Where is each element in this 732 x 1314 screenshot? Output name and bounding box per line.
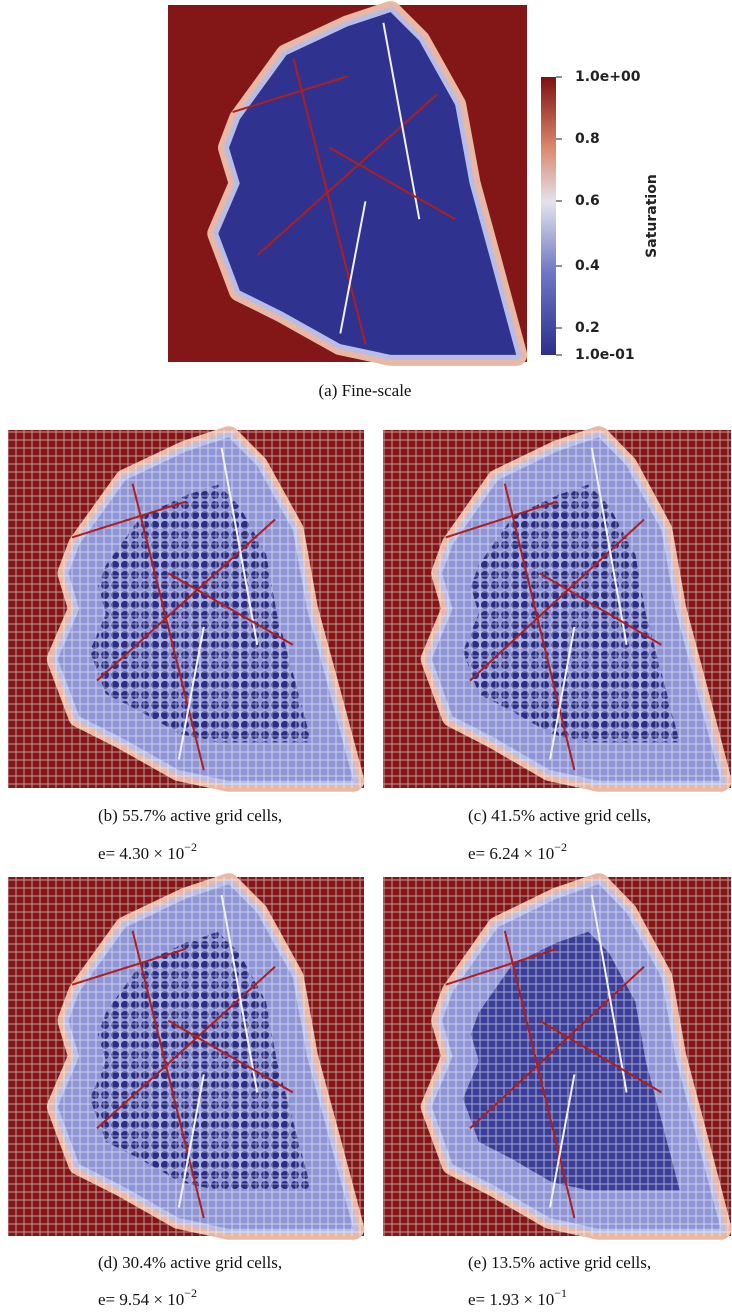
fracture xyxy=(71,947,187,986)
colorbar-label: 1.0e-01 xyxy=(575,347,635,363)
fracture xyxy=(167,572,294,646)
fracture xyxy=(339,201,367,334)
grid-overlay xyxy=(383,430,731,788)
error-exponent: −2 xyxy=(184,840,197,854)
colorbar-label: 0.6 xyxy=(575,193,600,209)
colorbar xyxy=(541,77,556,355)
fracture xyxy=(96,518,276,682)
grid-overlay xyxy=(383,877,731,1236)
grid-overlay xyxy=(8,877,364,1236)
error-base: e= 1.93 × 10 xyxy=(468,1290,554,1309)
error-base: e= 6.24 × 10 xyxy=(468,844,554,863)
error-value: e= 4.30 × 10−2 xyxy=(98,840,197,863)
fracture xyxy=(549,1074,576,1208)
colorbar-title: Saturation xyxy=(644,174,660,258)
fracture xyxy=(382,22,421,220)
error-value: e= 9.54 × 10−2 xyxy=(98,1286,197,1309)
fracture xyxy=(445,947,558,986)
fracture xyxy=(503,483,576,771)
error-base: e= 4.30 × 10 xyxy=(98,844,184,863)
error-base: e= 9.54 × 10 xyxy=(98,1290,184,1309)
fracture xyxy=(177,1074,205,1208)
error-value: e= 1.93 × 10−1 xyxy=(468,1286,567,1309)
saturation-region xyxy=(218,12,517,355)
fracture xyxy=(445,500,558,539)
colorbar-label: 0.8 xyxy=(575,131,600,147)
fracture xyxy=(590,447,628,645)
panel-caption: (d) 30.4% active grid cells, xyxy=(98,1253,282,1272)
panel-image xyxy=(383,873,732,1240)
panel-caption: (c) 41.5% active grid cells, xyxy=(468,806,651,825)
fracture xyxy=(590,894,628,1093)
fracture xyxy=(539,572,662,646)
colorbar-label: 1.0e+00 xyxy=(575,69,641,85)
error-value: e= 6.24 × 10−2 xyxy=(468,840,567,863)
error-exponent: −2 xyxy=(554,840,567,854)
fracture xyxy=(96,966,276,1130)
grid-overlay xyxy=(8,430,364,788)
fracture xyxy=(220,894,259,1093)
fracture xyxy=(131,930,205,1219)
fracture xyxy=(549,626,576,760)
fracture xyxy=(469,966,645,1130)
fracture xyxy=(177,626,205,760)
fracture xyxy=(220,447,259,645)
error-exponent: −1 xyxy=(554,1286,567,1300)
panel-caption: (a) Fine-scale xyxy=(319,381,412,400)
fracture xyxy=(131,483,205,771)
colorbar-label: 0.2 xyxy=(575,320,600,336)
panel-image xyxy=(383,426,732,792)
panel-image xyxy=(168,1,528,366)
fracture xyxy=(167,1019,294,1094)
panel-caption: (e) 13.5% active grid cells, xyxy=(468,1253,651,1272)
fracture xyxy=(257,93,438,256)
panel-caption: (b) 55.7% active grid cells, xyxy=(98,806,282,825)
fracture xyxy=(469,518,645,682)
fracture xyxy=(292,58,367,345)
fracture xyxy=(329,146,456,221)
panel-image xyxy=(8,426,365,792)
error-exponent: −2 xyxy=(184,1286,197,1300)
fracture xyxy=(539,1019,662,1094)
fracture xyxy=(503,930,576,1219)
colorbar-label: 0.4 xyxy=(575,258,600,274)
fracture xyxy=(71,500,187,539)
fracture xyxy=(232,75,348,114)
panel-image xyxy=(8,873,365,1240)
